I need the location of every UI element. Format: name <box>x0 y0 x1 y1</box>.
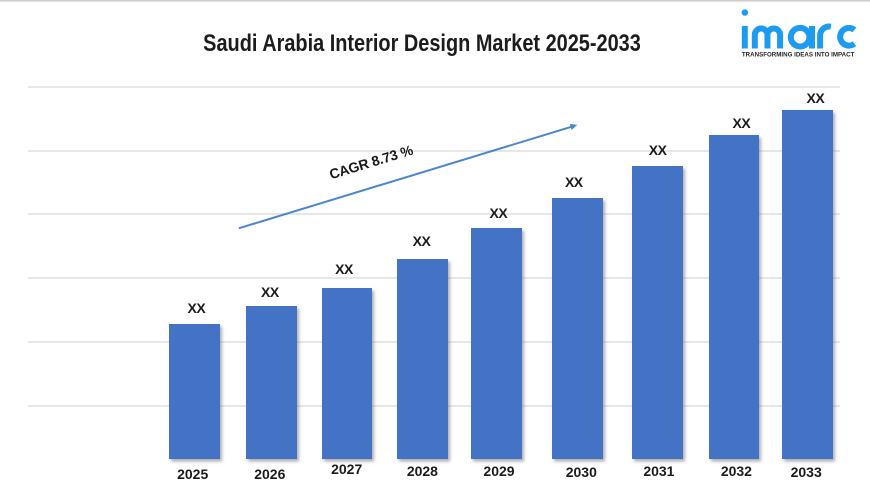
svg-text:TRANSFORMING IDEAS INTO IMPACT: TRANSFORMING IDEAS INTO IMPACT <box>742 51 855 58</box>
